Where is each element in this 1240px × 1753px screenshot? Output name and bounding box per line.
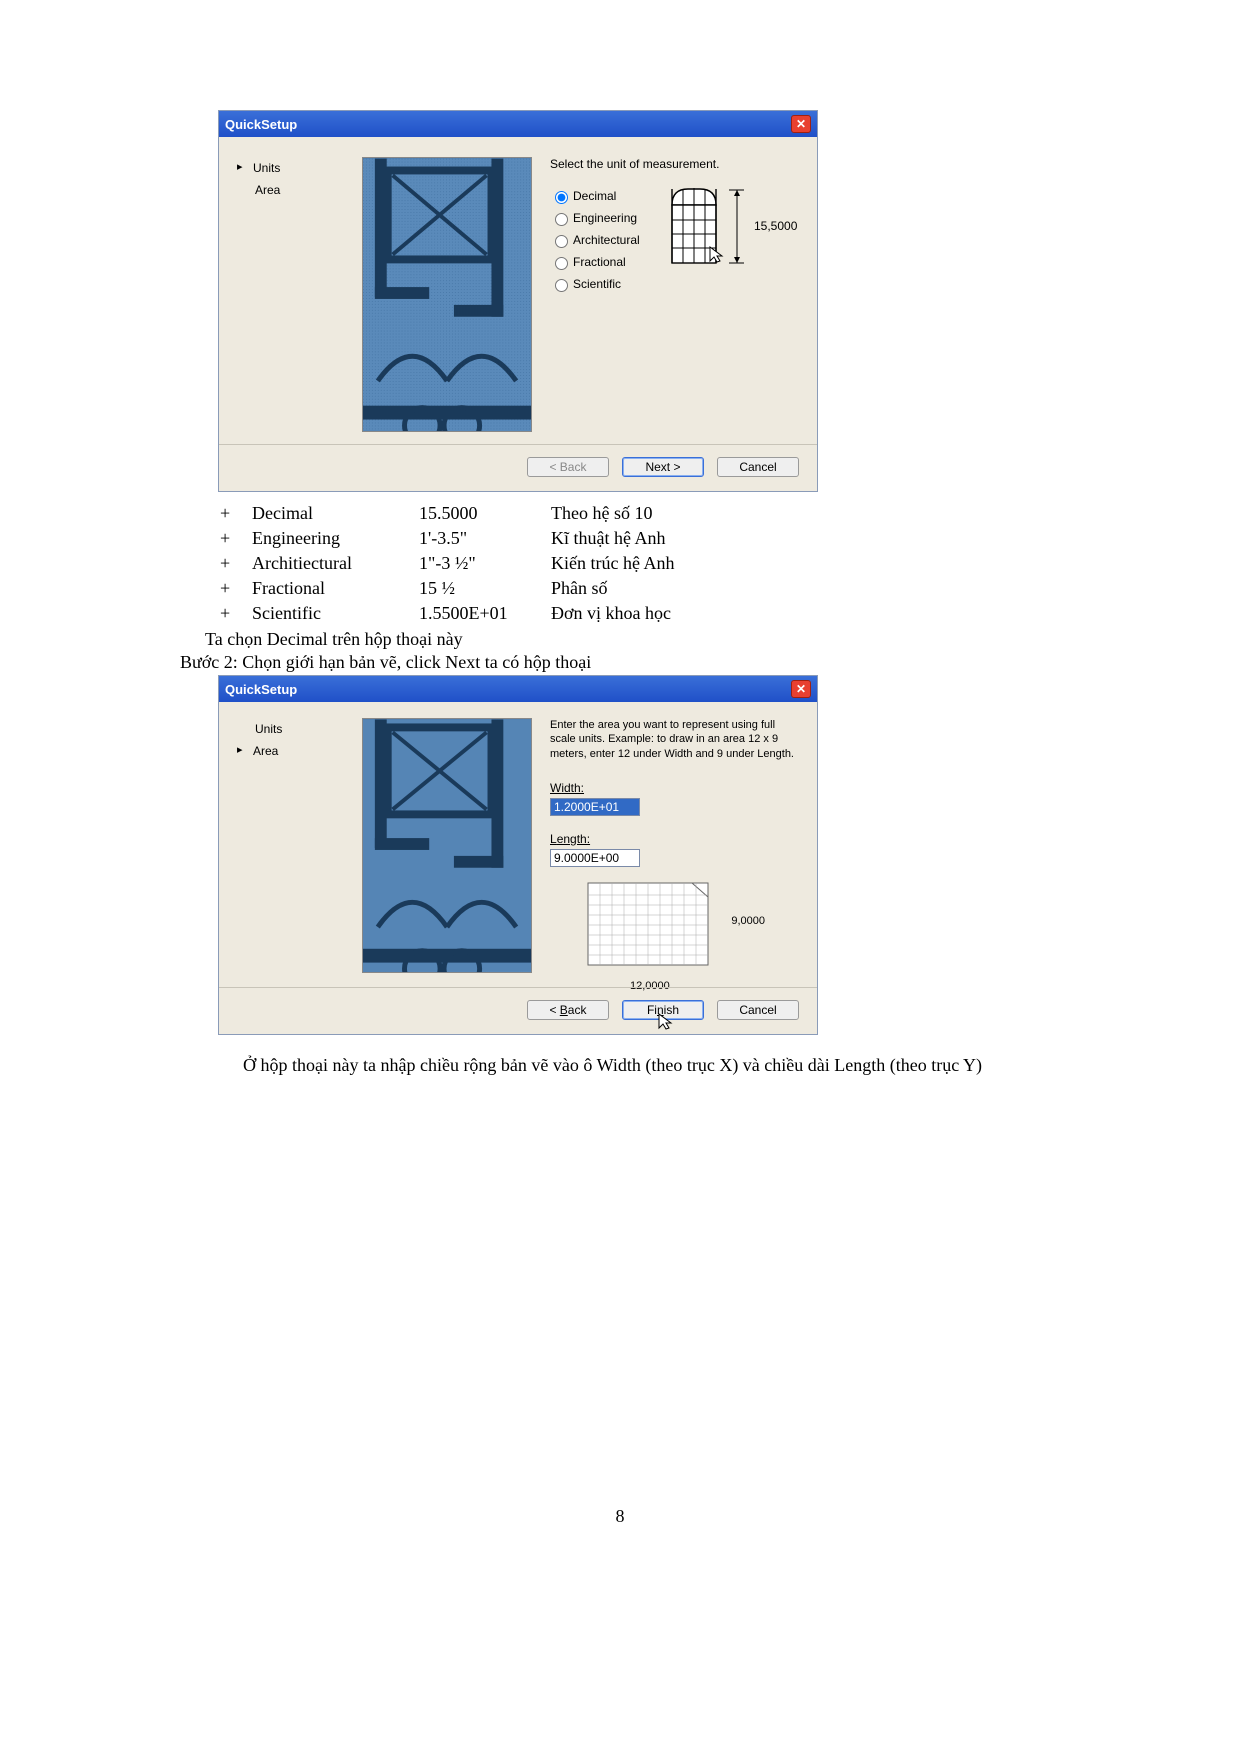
dialog-title: QuickSetup (225, 682, 297, 697)
area-preview-diagram: 9,0000 12,0000 (580, 875, 725, 975)
table-row: +Architiectural1"-3 ½"Kiến trúc hệ Anh (220, 552, 674, 575)
page-number: 8 (180, 1506, 1060, 1527)
width-label: Width: (550, 781, 650, 795)
sidebar-item-units[interactable]: Units (237, 157, 362, 179)
cancel-button[interactable]: Cancel (717, 457, 799, 477)
unit-radio-group: Decimal Engineering Architectural Fracti… (550, 185, 660, 295)
wizard-sidebar: Units Area (237, 157, 362, 432)
dialog-footer: < Back Finish Cancel (219, 987, 817, 1034)
radio-decimal[interactable] (555, 191, 568, 204)
length-label: Length: (550, 832, 650, 846)
sidebar-item-units[interactable]: Units (237, 718, 362, 740)
radio-decimal-label: Decimal (573, 189, 616, 203)
radio-fractional-label: Fractional (573, 255, 626, 269)
table-row: +Scientific1.5500E+01Đơn vị khoa học (220, 602, 674, 625)
dialog-titlebar: QuickSetup ✕ (219, 111, 817, 137)
radio-fractional[interactable] (555, 257, 568, 270)
dialog-titlebar: QuickSetup ✕ (219, 676, 817, 702)
radio-scientific-label: Scientific (573, 277, 621, 291)
table-row: +Fractional15 ½Phân số (220, 577, 674, 600)
next-button[interactable]: Next > (622, 457, 704, 477)
preview-height-value: 9,0000 (731, 915, 765, 927)
close-button[interactable]: ✕ (791, 115, 811, 133)
dialog-footer: < Back Next > Cancel (219, 444, 817, 491)
back-button[interactable]: < Back (527, 457, 609, 477)
body-text: Bước 2: Chọn giới hạn bản vẽ, click Next… (180, 652, 1060, 673)
dimension-value: 15,5000 (754, 219, 797, 233)
wizard-sidebar: Units Area (237, 718, 362, 975)
radio-architectural[interactable] (555, 235, 568, 248)
quicksetup-dialog-area: QuickSetup ✕ Units Area (218, 675, 818, 1035)
radio-scientific[interactable] (555, 279, 568, 292)
cursor-icon (708, 245, 726, 263)
close-icon: ✕ (796, 682, 806, 696)
back-button[interactable]: < Back (527, 1000, 609, 1020)
sidebar-item-area[interactable]: Area (237, 740, 362, 762)
dialog-title: QuickSetup (225, 117, 297, 132)
units-description-table: +Decimal15.5000Theo hệ số 10 +Engineerin… (218, 500, 676, 627)
radio-engineering[interactable] (555, 213, 568, 226)
close-button[interactable]: ✕ (791, 680, 811, 698)
cursor-icon (657, 1012, 675, 1030)
length-input[interactable] (550, 849, 640, 867)
width-input[interactable] (550, 798, 640, 816)
window-dimension-icon: 15,5000 (664, 185, 784, 283)
instruction-text: Select the unit of measurement. (550, 157, 799, 173)
table-row: +Engineering1'-3.5"Kĩ thuật hệ Anh (220, 527, 674, 550)
radio-engineering-label: Engineering (573, 211, 637, 225)
radio-architectural-label: Architectural (573, 233, 640, 247)
body-text: Ở hộp thoại này ta nhập chiều rộng bản v… (205, 1055, 1060, 1076)
body-text: Ta chọn Decimal trên hộp thoại này (205, 629, 1060, 650)
blueprint-preview-image (362, 718, 532, 973)
blueprint-preview-image (362, 157, 532, 432)
close-icon: ✕ (796, 117, 806, 131)
cancel-button[interactable]: Cancel (717, 1000, 799, 1020)
sidebar-item-area[interactable]: Area (237, 179, 362, 201)
table-row: +Decimal15.5000Theo hệ số 10 (220, 502, 674, 525)
instruction-text: Enter the area you want to represent usi… (550, 718, 799, 761)
quicksetup-dialog-units: QuickSetup ✕ Units Area (218, 110, 818, 492)
